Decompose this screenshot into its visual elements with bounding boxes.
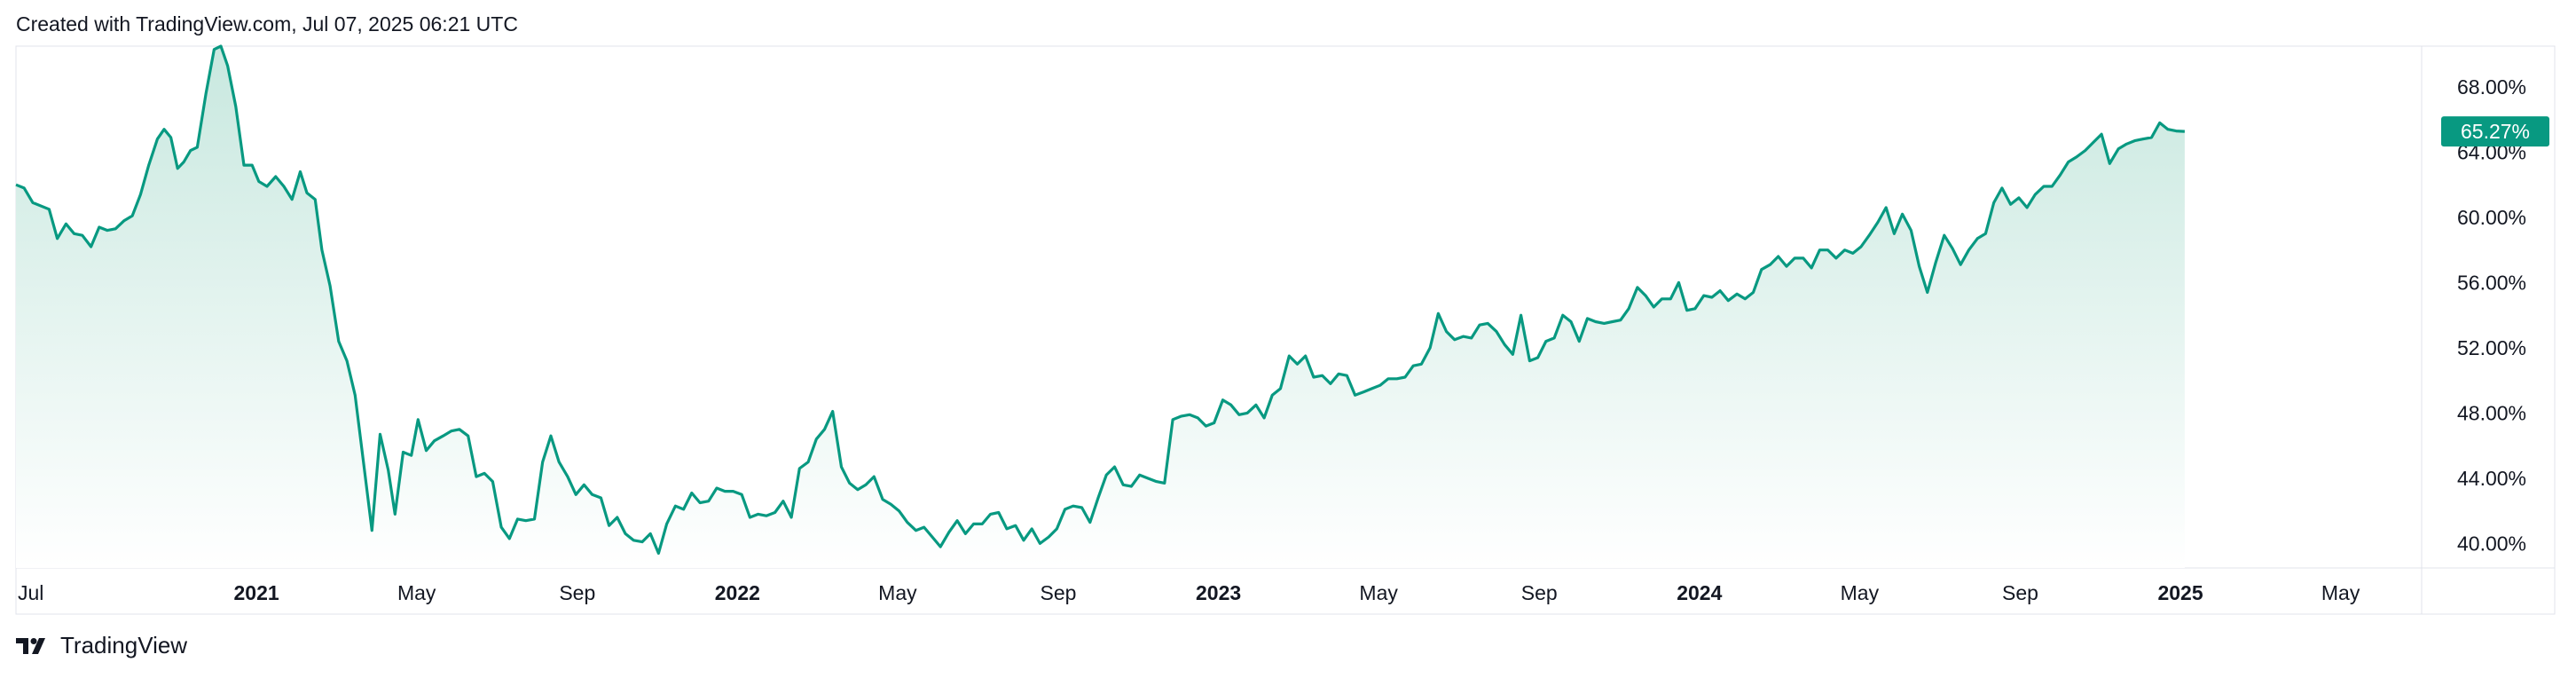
time-axis-tick-label: Sep: [1041, 581, 1077, 604]
time-axis-tick-label: May: [1359, 581, 1398, 604]
price-axis-tick-label: 68.00%: [2457, 75, 2526, 99]
series-line: [15, 44, 2185, 556]
price-axis-tick-label: 44.00%: [2457, 467, 2526, 490]
time-axis-tick-label: 2024: [1677, 581, 1722, 604]
time-axis-tick-label: Sep: [2002, 581, 2038, 604]
time-axis-tick-label: 2023: [1196, 581, 1241, 604]
area-fill: [16, 46, 2185, 568]
price-axis-tick-label: 52.00%: [2457, 336, 2526, 359]
price-axis-tick-label: 40.00%: [2457, 532, 2526, 555]
time-axis: Jul 2021 May Sep 2022 May Sep 2023 May Sep 2024 May…: [18, 581, 2360, 604]
time-axis-tick-label: May: [1841, 581, 1880, 604]
tradingview-wordmark: TradingView: [60, 632, 188, 658]
time-axis-tick-label: Jul: [18, 581, 43, 604]
time-axis-tick-label: 2021: [234, 581, 279, 604]
time-axis-tick-label: 2022: [715, 581, 760, 604]
price-axis-tick-label: 60.00%: [2457, 206, 2526, 229]
time-axis-tick-label: May: [878, 581, 917, 604]
tradingview-logo-icon: [16, 637, 45, 654]
chart-caption: Created with TradingView.com, Jul 07, 20…: [16, 12, 518, 35]
time-axis-tick-label: Sep: [1521, 581, 1558, 604]
time-axis-tick-label: May: [397, 581, 436, 604]
tradingview-logo[interactable]: TradingView: [16, 632, 187, 659]
last-value-badge-bg: [2441, 116, 2549, 147]
time-axis-tick-label: Sep: [559, 581, 595, 604]
last-value-badge: 65.27%: [2441, 116, 2549, 147]
price-axis-tick-label: 48.00%: [2457, 401, 2526, 424]
time-axis-tick-label: 2025: [2157, 581, 2203, 604]
price-axis: 40.00%44.00%48.00%52.00%56.00%60.00%64.0…: [2457, 75, 2526, 556]
time-axis-tick-label: May: [2321, 581, 2360, 604]
last-value-badge-label: 65.27%: [2461, 120, 2530, 143]
price-axis-tick-label: 56.00%: [2457, 271, 2526, 294]
